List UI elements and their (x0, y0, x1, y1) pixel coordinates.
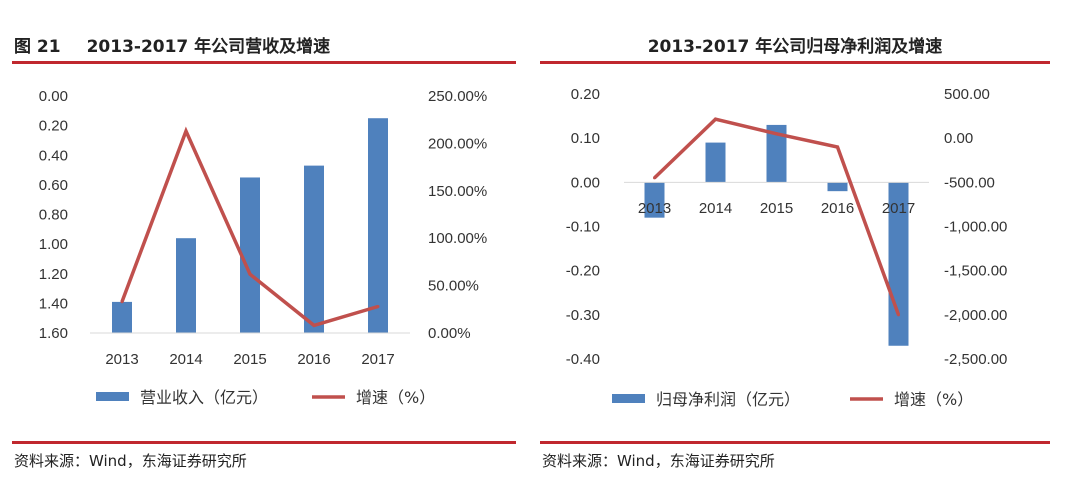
y-axis-tick-label: 0.60 (39, 177, 68, 194)
x-axis-tick-label: 2016 (297, 351, 330, 368)
y2-axis-tick-label: 100.00% (428, 230, 487, 247)
x-axis-tick-label: 2017 (882, 200, 915, 217)
left-chart-title: 图 21 2013-2017 年公司营收及增速 (14, 32, 330, 57)
growth-point-2016 (836, 145, 839, 149)
y2-axis-tick-label: 0.00 (944, 130, 973, 147)
bar-2013 (112, 301, 132, 333)
legend-bar-swatch (612, 394, 645, 403)
growth-point-2016 (312, 323, 316, 327)
right-bottom-rule (540, 441, 1050, 444)
y2-axis-tick-label: 150.00% (428, 183, 487, 200)
growth-point-2017 (897, 313, 900, 317)
y-axis-tick-label: 1.20 (39, 266, 68, 283)
bar-2016 (304, 165, 324, 333)
y-axis-tick-label: 1.00 (39, 236, 68, 253)
y2-axis-tick-label: 500.00 (944, 86, 990, 103)
bar-2014 (705, 142, 726, 183)
y2-axis-tick-label: -1,000.00 (944, 219, 1007, 236)
x-axis-tick-label: 2017 (361, 351, 394, 368)
left-figure-panel: 图 21 2013-2017 年公司营收及增速 0.00 0.20 0.40 0.60 0… (0, 0, 520, 481)
growth-point-2013 (120, 300, 124, 304)
x-axis-tick-label: 2014 (699, 200, 732, 217)
y-axis-tick-label: 1.40 (39, 295, 68, 312)
y-axis-tick-label: 0.00 (39, 88, 68, 105)
bar-2013 (644, 182, 665, 218)
y2-axis-tick-label: 50.00% (428, 278, 479, 295)
x-axis-tick-label: 2016 (821, 200, 854, 217)
y-axis-tick-label: -0.20 (566, 263, 600, 280)
bar-2015 (240, 177, 260, 333)
x-axis-tick-label: 2015 (760, 200, 793, 217)
x-axis-tick-label: 2013 (638, 200, 671, 217)
y-axis-tick-label: 0.20 (571, 86, 600, 103)
legend-bar-label: 营业收入（亿元） (140, 388, 268, 407)
left-bottom-rule (12, 441, 516, 444)
growth-point-2014 (714, 117, 717, 121)
y-axis-tick-label: -0.40 (566, 351, 600, 368)
y-axis-tick-label: -0.10 (566, 219, 600, 236)
bar-2016 (827, 182, 848, 192)
y-axis-tick-label: 0.00 (571, 174, 600, 191)
y-axis-tick-label: -0.30 (566, 307, 600, 324)
x-axis-tick-label: 2015 (233, 351, 266, 368)
x-axis-tick-label: 2014 (169, 351, 202, 368)
figure-number: 图 21 (14, 37, 61, 57)
right-chart: 0.20 0.10 0.00 -0.10 -0.20 -0.30 -0.40 500.00 0.… (566, 86, 1008, 409)
right-source-note: 资料来源：Wind，东海证券研究所 (542, 452, 775, 470)
legend-line-label: 增速（%） (894, 390, 973, 409)
y2-axis-tick-label: -2,000.00 (944, 307, 1007, 324)
left-top-rule (12, 61, 516, 64)
legend-line-label: 增速（%） (356, 388, 435, 407)
y-axis-tick-label: 0.40 (39, 147, 68, 164)
left-chart: 0.00 0.20 0.40 0.60 0.80 1.00 1.20 1.40 1.60 0.00… (39, 88, 487, 407)
y2-axis-tick-label: 200.00% (428, 135, 487, 152)
legend-bar-label: 归母净利润（亿元） (656, 390, 800, 409)
growth-point-2013 (653, 176, 656, 180)
y-axis-tick-label: 0.20 (39, 118, 68, 135)
y2-axis-tick-label: -1,500.00 (944, 263, 1007, 280)
left-chart-title-text: 2013-2017 年公司营收及增速 (86, 37, 331, 57)
right-chart-title: 2013-2017 年公司归母净利润及增速 (647, 37, 943, 57)
right-figure-panel: 2013-2017 年公司归母净利润及增速 0.20 0.10 0.00 -0.10 -… (540, 0, 1080, 481)
y-axis-tick-label: 0.10 (571, 130, 600, 147)
bar-2015 (766, 124, 787, 183)
x-axis-tick-label: 2013 (105, 351, 138, 368)
y2-axis-tick-label: -2,500.00 (944, 351, 1007, 368)
bar-2014 (176, 238, 196, 333)
left-source-note: 资料来源：Wind，东海证券研究所 (14, 452, 247, 470)
growth-point-2015 (775, 132, 778, 136)
y-axis-tick-label: 0.80 (39, 207, 68, 224)
y2-axis-tick-label: -500.00 (944, 174, 995, 191)
growth-point-2014 (184, 129, 188, 133)
right-top-rule (540, 61, 1050, 64)
growth-point-2015 (248, 272, 252, 276)
y2-axis-tick-label: 0.00% (428, 325, 471, 342)
y-axis-tick-label: 1.60 (39, 325, 68, 342)
bar-2017 (368, 118, 388, 333)
legend-bar-swatch (96, 392, 129, 401)
growth-point-2017 (376, 304, 380, 308)
y2-axis-tick-label: 250.00% (428, 88, 487, 105)
